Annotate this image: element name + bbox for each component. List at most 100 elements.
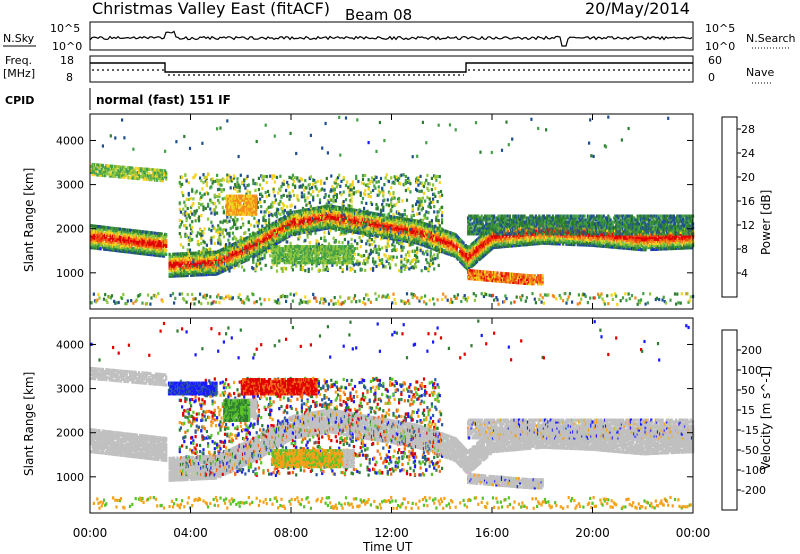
heatmap-cell [180,235,182,238]
heatmap-cell [184,204,186,207]
heatmap-cell [182,246,184,249]
heatmap-cell [141,302,143,305]
heatmap-cell [102,164,104,167]
heatmap-cell [102,144,104,147]
heatmap-cell [213,235,215,238]
heatmap-cell [205,297,207,300]
heatmap-cell [218,188,220,191]
heatmap-cell [209,207,211,210]
heatmap-cell [186,234,188,237]
heatmap-cell [204,241,206,244]
heatmap-cell [188,181,190,184]
heatmap-cell [149,303,151,306]
heatmap-cell [162,300,164,303]
heatmap-cell [219,127,221,130]
heatmap-cell [199,192,201,195]
beam-label: Beam 08 [345,6,412,24]
heatmap-cell [150,296,152,299]
heatmap-cell [209,295,211,298]
heatmap-cell [181,176,183,179]
heatmap-cell [179,293,181,296]
heatmap-cell [210,185,212,188]
heatmap-cell [121,297,123,300]
heatmap-cell [186,198,188,201]
heatmap-cell [110,134,112,137]
heatmap-cell [136,298,138,301]
nsky-panel: N.Sky 10^5 10^0 10^5 10^0 N.Search [3,22,796,53]
heatmap-cell [202,181,204,184]
heatmap-cell [146,302,148,305]
freq-unit: [MHz] [3,67,35,80]
heatmap-cell [165,253,167,256]
heatmap-cell [148,168,150,171]
heatmap-cell [186,301,188,304]
heatmap-cell [100,247,102,250]
freq-panel: Freq. [MHz] 18 8 60 0 Nave [3,54,774,84]
freq-label: Freq. [5,54,32,67]
heatmap-cell [218,301,220,304]
heatmap-cell [219,240,221,243]
heatmap-cell [104,293,106,296]
heatmap-cell [207,203,209,206]
heatmap-cell [219,228,221,231]
heatmap-cell [182,208,184,211]
heatmap-cell [103,298,105,301]
heatmap-cell [198,300,200,303]
heatmap-cell [111,294,113,297]
heatmap-cell [198,202,200,205]
heatmap-cell [215,301,217,304]
heatmap-cell [210,229,212,232]
heatmap-cell [147,294,149,297]
heatmap-cell [206,181,208,184]
heatmap-cell [115,165,117,168]
heatmap-cell [210,242,212,245]
heatmap-cell [175,140,177,143]
heatmap-cell [148,172,150,175]
heatmap-cell [164,150,166,153]
heatmap-cell [217,231,219,234]
heatmap-cell [189,224,191,227]
heatmap-cell [206,184,208,187]
heatmap-cell [221,184,223,187]
heatmap-cell [191,190,193,193]
heatmap-cell [208,228,210,231]
heatmap-cell [191,220,193,223]
heatmap-cell [191,213,193,216]
nsky-frame [90,22,693,50]
plot-title: Christmas Valley East (fitACF) [92,0,330,18]
heatmap-cell [135,171,137,174]
nsky-tick-low: 10^0 [52,40,82,53]
heatmap-cell [184,173,186,176]
heatmap-cell [206,294,208,297]
power-panel: 1000200030004000 Slant Range [km] [22,114,694,309]
heatmap-cell [197,240,199,243]
nsearch-label: N.Search [746,32,796,45]
heatmap-cell [195,219,197,222]
heatmap-cell [204,294,206,297]
heatmap-cell [140,167,142,170]
heatmap-cell [118,301,120,304]
heatmap-cell [132,302,134,305]
cpid-text: normal (fast) 151 IF [96,93,231,107]
heatmap-cell [115,301,117,304]
heatmap-cell [213,300,215,303]
heatmap-cell [181,183,183,186]
nave-label: Nave [746,66,774,79]
heatmap-cell [191,226,193,229]
heatmap-cell [106,301,108,304]
cpid-label: CPID [5,94,34,107]
freq-frame [90,56,693,82]
heatmap-cell [192,252,194,255]
heatmap-cell [186,212,188,215]
heatmap-cell [217,293,219,296]
heatmap-cell [196,234,198,237]
heatmap-cell [191,238,193,241]
nsky-label: N.Sky [3,32,35,45]
heatmap-cell [207,218,209,221]
heatmap-cell [200,242,202,245]
heatmap-cell [202,250,204,253]
nsearch-tick-low: 10^0 [705,40,735,53]
heatmap-cell [123,136,125,139]
heatmap-cell [191,230,193,233]
heatmap-cell [179,219,181,222]
